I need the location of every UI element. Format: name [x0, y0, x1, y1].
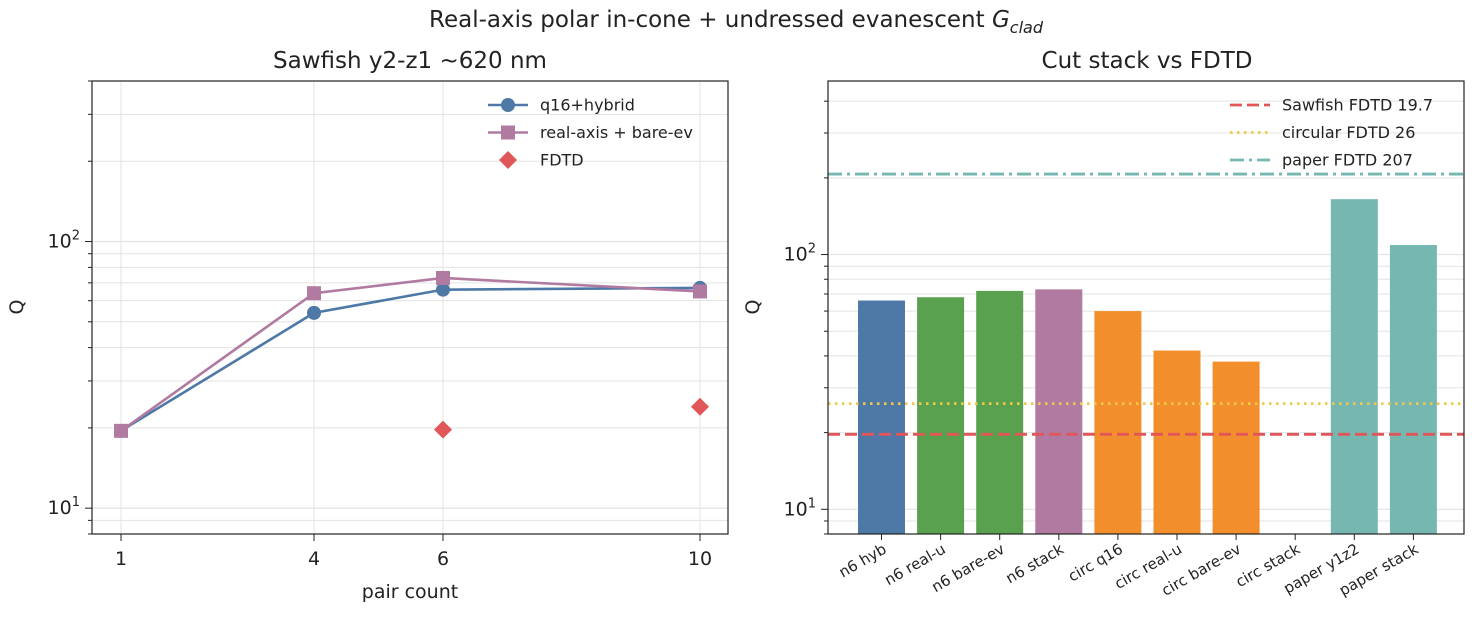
point-q16-hybrid	[436, 282, 450, 297]
legend-marker-real-axis-bare-ev	[501, 125, 515, 140]
right-x-tick-label: n6 stack	[1003, 540, 1067, 588]
right-y-axis-label: Q	[742, 300, 764, 315]
left-ticks: 101 102 1 4 6 10	[48, 80, 712, 570]
legend-label-paper-fdtd-207: paper FDTD 207	[1282, 151, 1413, 170]
left-x-tick-label: 6	[437, 548, 449, 570]
legend-label-sawfish-fdtd-19-7: Sawfish FDTD 19.7	[1282, 96, 1433, 115]
legend-label-real-axis-bare-ev: real-axis + bare-ev	[540, 123, 693, 142]
bar-n6-stack	[1035, 289, 1083, 534]
bar-paper-y1z2	[1330, 199, 1378, 534]
bar-n6-bare-ev	[976, 290, 1024, 534]
left-x-tick-label: 10	[688, 548, 712, 570]
left-y-axis-label: Q	[6, 300, 28, 315]
series-line-q16-hybrid	[120, 286, 701, 432]
bar-circ-q16	[1094, 311, 1142, 534]
left-x-tick-label: 1	[115, 548, 127, 570]
right-y-tick-label: 101	[784, 496, 816, 520]
suptitle-subscript: clad	[1010, 18, 1044, 37]
point-fdtd	[691, 397, 709, 416]
bar-paper-stack	[1389, 245, 1437, 535]
point-fdtd	[434, 420, 452, 439]
right-chart-title: Cut stack vs FDTD	[1042, 48, 1253, 74]
left-chart-title: Sawfish y2-z1 ~620 nm	[273, 48, 547, 74]
left-axes-frame	[91, 80, 729, 535]
point-real-axis-bare-ev	[436, 270, 450, 285]
suptitle-symbol: G	[992, 7, 1010, 33]
legend-label-circular-fdtd-26: circular FDTD 26	[1282, 123, 1415, 142]
right-legend: Sawfish FDTD 19.7 circular FDTD 26 paper F…	[1230, 96, 1433, 170]
legend-label-fdtd: FDTD	[540, 151, 584, 170]
left-chart: Sawfish y2-z1 ~620 nm 101 102 1 4 6 10 pair c…	[6, 48, 729, 603]
point-real-axis-bare-ev	[693, 284, 707, 299]
right-y-tick-label: 102	[784, 242, 816, 266]
bar-n6-hyb	[858, 300, 905, 534]
figure-suptitle: Real-axis polar in-cone + undressed evan…	[429, 7, 1044, 37]
left-plot-marks	[114, 270, 709, 439]
left-y-tick-label: 102	[48, 229, 80, 253]
legend-marker-fdtd	[499, 151, 517, 169]
legend-label-q16-hybrid: q16+hybrid	[540, 96, 635, 115]
point-q16-hybrid	[307, 305, 321, 320]
legend-marker-q16-hybrid	[501, 98, 515, 112]
series-line-real-axis-bare-ev	[120, 276, 701, 432]
left-legend: q16+hybrid real-axis + bare-ev FDTD	[488, 96, 693, 170]
point-real-axis-bare-ev	[307, 286, 321, 301]
right-plot-marks	[828, 172, 1464, 535]
left-grid	[92, 80, 728, 535]
bar-circ-bare-ev	[1212, 361, 1260, 534]
left-x-tick-label: 4	[308, 548, 320, 570]
right-axes-frame	[827, 80, 1465, 535]
point-real-axis-bare-ev	[114, 423, 128, 438]
left-x-axis-label: pair count	[362, 581, 458, 603]
left-y-tick-label: 101	[48, 495, 80, 519]
bar-n6-real-u	[917, 297, 965, 534]
bar-circ-real-u	[1153, 350, 1201, 534]
suptitle-main: Real-axis polar in-cone + undressed evan…	[429, 7, 992, 33]
